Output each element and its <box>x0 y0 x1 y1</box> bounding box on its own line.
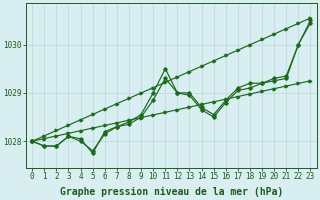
X-axis label: Graphe pression niveau de la mer (hPa): Graphe pression niveau de la mer (hPa) <box>60 186 283 197</box>
